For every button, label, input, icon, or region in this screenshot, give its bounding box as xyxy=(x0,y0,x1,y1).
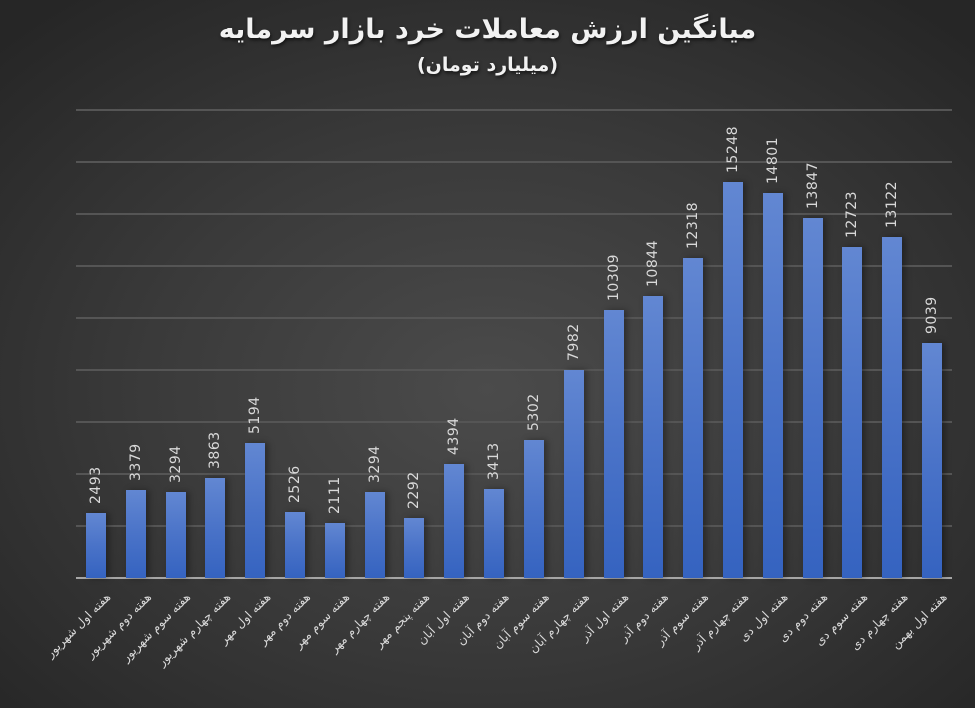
bar xyxy=(125,490,146,578)
data-label: 2493 xyxy=(87,466,104,505)
bar xyxy=(762,193,783,578)
data-label: 5194 xyxy=(247,396,264,434)
data-label: 12723 xyxy=(844,191,861,239)
gridline xyxy=(76,265,952,267)
bar xyxy=(205,477,226,578)
category-label: هفته سوم شهریور xyxy=(118,590,194,665)
gridline xyxy=(76,317,952,319)
data-label: 3294 xyxy=(366,445,383,484)
data-label: 3413 xyxy=(486,442,503,481)
data-label: 7982 xyxy=(565,323,582,362)
bar xyxy=(245,442,266,578)
bar xyxy=(444,463,465,578)
data-label: 13122 xyxy=(884,180,901,228)
gridline xyxy=(76,109,952,111)
data-label: 14801 xyxy=(764,137,781,185)
data-label: 9039 xyxy=(924,296,941,334)
bar xyxy=(882,236,903,578)
chart-subtitle: (میلیارد تومان) xyxy=(417,54,558,76)
bar xyxy=(285,512,305,578)
data-label: 3294 xyxy=(167,445,184,484)
chart-title: میانگین ارزش معاملات خرد بازار سرمایه xyxy=(218,14,757,45)
gridline xyxy=(76,161,952,163)
bar xyxy=(842,247,863,578)
plot-area: 2493 3379 3294 3863 5194 2526 2111 3294 2292 4394… xyxy=(76,109,952,579)
bar xyxy=(802,217,823,578)
bar xyxy=(563,370,584,578)
data-label: 10309 xyxy=(605,253,622,301)
bar xyxy=(683,257,704,578)
bar xyxy=(723,181,743,578)
data-label: 5302 xyxy=(525,393,542,432)
gridline xyxy=(76,421,952,423)
data-label: 2292 xyxy=(406,471,423,510)
bar xyxy=(603,309,624,578)
data-label: 2526 xyxy=(287,465,303,504)
data-label: 4394 xyxy=(446,417,463,455)
data-label: 3379 xyxy=(127,443,144,482)
bar xyxy=(364,492,385,578)
gridline xyxy=(76,369,952,371)
x-axis-line xyxy=(76,577,952,579)
data-label: 10844 xyxy=(645,240,662,288)
bar xyxy=(484,489,505,578)
bar xyxy=(404,518,425,578)
data-label: 3863 xyxy=(207,430,224,469)
bar xyxy=(165,492,186,578)
data-label: 12318 xyxy=(685,201,702,249)
gridline xyxy=(76,525,952,527)
gridline xyxy=(76,213,952,215)
bar xyxy=(324,523,345,578)
data-label: 13847 xyxy=(804,161,821,209)
bar xyxy=(922,343,943,578)
data-label: 2111 xyxy=(326,476,343,515)
bar xyxy=(523,440,544,578)
bar xyxy=(85,513,106,578)
bar xyxy=(643,296,664,578)
gridline xyxy=(76,473,952,475)
category-label: هفته چهارم شهریور xyxy=(154,590,234,669)
data-label: 15248 xyxy=(725,125,741,173)
